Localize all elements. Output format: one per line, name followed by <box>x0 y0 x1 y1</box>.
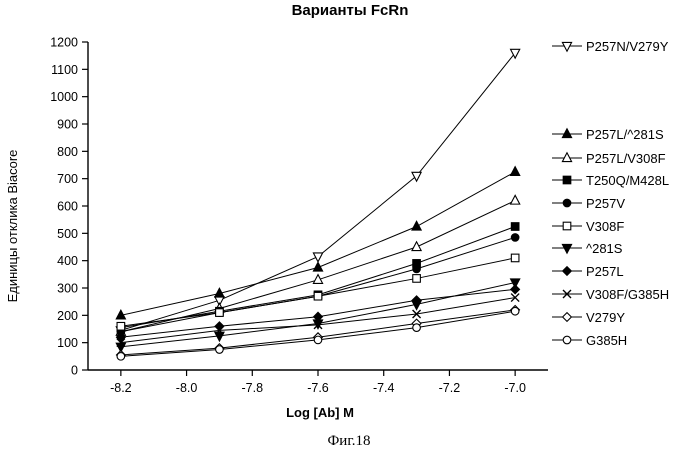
y-tick-label: 600 <box>57 200 78 214</box>
legend-label: G385H <box>586 333 627 348</box>
legend-label: V308F/G385H <box>586 287 669 302</box>
legend-label: P257V <box>586 196 625 211</box>
data-point <box>413 324 421 332</box>
legend-marker <box>563 222 571 230</box>
legend-item: P257L/^281S <box>552 127 664 142</box>
legend-item: P257N/V279Y <box>552 39 669 54</box>
y-tick-label: 1000 <box>50 90 78 104</box>
x-tick-label: -8.0 <box>176 381 198 395</box>
data-point <box>511 285 520 294</box>
data-point <box>117 322 125 330</box>
data-point <box>412 172 421 181</box>
legend-marker <box>563 199 571 207</box>
x-tick-label: -7.8 <box>242 381 264 395</box>
data-point <box>511 254 519 262</box>
data-point <box>314 336 322 344</box>
x-tick-label: -7.6 <box>307 381 329 395</box>
legend-label: V308F <box>586 219 624 234</box>
y-tick-label: 400 <box>57 254 78 268</box>
data-point <box>117 353 125 361</box>
chart-svg: Варианты FcRn Единицы отклика Biacore Lo… <box>0 0 699 451</box>
y-tick-label: 800 <box>57 145 78 159</box>
legend-label: P257L <box>586 264 624 279</box>
data-point <box>314 292 322 300</box>
data-point <box>412 242 421 251</box>
data-point <box>413 265 421 273</box>
y-tick-label: 0 <box>71 364 78 378</box>
y-tick-label: 700 <box>57 172 78 186</box>
legend-item: G385H <box>552 333 627 348</box>
y-tick-label: 900 <box>57 118 78 132</box>
legend-label: P257L/^281S <box>586 127 664 142</box>
y-tick-label: 200 <box>57 309 78 323</box>
legend-label: P257L/V308F <box>586 151 666 166</box>
legend-item: V308F <box>552 219 624 234</box>
y-tick-label: 500 <box>57 227 78 241</box>
plot-area <box>116 49 519 360</box>
legend-item: P257L/V308F <box>552 151 666 166</box>
data-point <box>215 322 224 331</box>
data-point <box>313 253 322 262</box>
legend-label: P257N/V279Y <box>586 39 669 54</box>
data-point <box>216 346 224 354</box>
legend-marker <box>562 244 571 253</box>
x-tick-label: -7.4 <box>373 381 395 395</box>
x-tick-label: -8.2 <box>110 381 132 395</box>
data-point <box>412 221 421 230</box>
legend-item: V279Y <box>552 310 625 325</box>
data-point <box>511 195 520 204</box>
legend-item: ^281S <box>552 241 623 256</box>
series-line <box>121 53 515 330</box>
legend-marker <box>563 176 571 184</box>
legend-label: T250Q/M428L <box>586 173 669 188</box>
legend-item: P257V <box>552 196 625 211</box>
legend-marker <box>562 153 571 162</box>
data-point <box>216 309 224 317</box>
x-tick-label: -7.0 <box>504 381 526 395</box>
x-tick-label: -7.2 <box>439 381 461 395</box>
legend-marker <box>562 42 571 51</box>
figure-caption: Фиг.18 <box>327 433 370 449</box>
x-axis-label: Log [Ab] M <box>286 405 354 420</box>
legend-label: ^281S <box>586 241 623 256</box>
data-point <box>511 223 519 231</box>
y-tick-label: 300 <box>57 282 78 296</box>
legend-marker <box>563 313 572 322</box>
data-point <box>511 167 520 176</box>
legend-item: T250Q/M428L <box>552 173 669 188</box>
axes: 0 100 200 300 400 500 600 700 800 900 1000 1100 1200… <box>50 36 548 396</box>
chart-title: Варианты FcRn <box>292 2 409 19</box>
legend-label: V279Y <box>586 310 625 325</box>
y-tick-label: 100 <box>57 336 78 350</box>
legend-marker <box>563 267 572 276</box>
y-axis-label: Единицы отклика Biacore <box>5 150 20 303</box>
chart-root: Варианты FcRn Единицы отклика Biacore Lo… <box>0 0 699 451</box>
legend: P257N/V279Y P257L/^281S P257L/V308F T250Q/M… <box>552 39 669 348</box>
legend-item: P257L <box>552 264 624 279</box>
data-point <box>511 307 519 315</box>
legend-item: V308F/G385H <box>552 287 669 302</box>
y-tick-label: 1100 <box>51 63 78 77</box>
legend-marker <box>562 129 571 138</box>
y-tick-label: 1200 <box>50 36 78 50</box>
data-point <box>511 234 519 242</box>
legend-marker <box>563 336 571 344</box>
data-point <box>413 275 421 283</box>
